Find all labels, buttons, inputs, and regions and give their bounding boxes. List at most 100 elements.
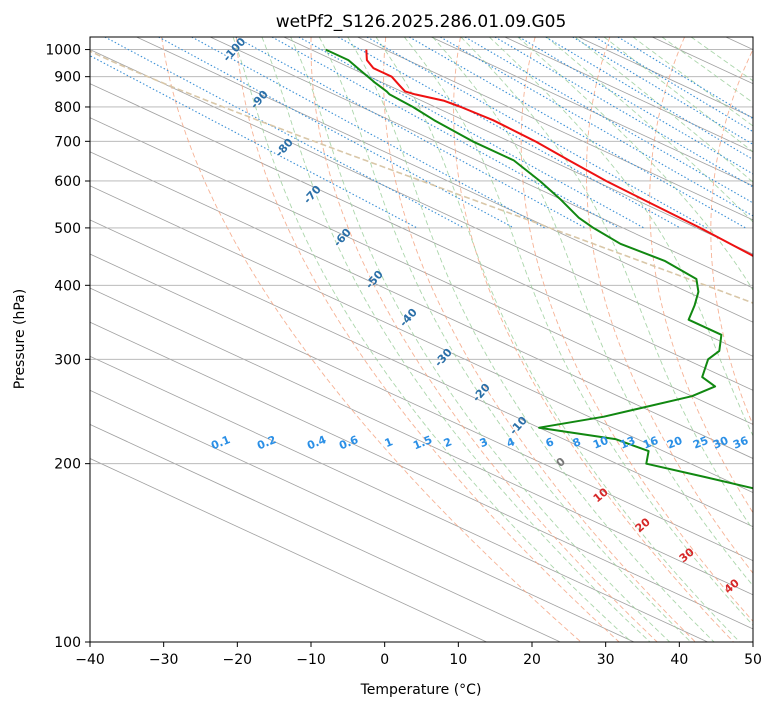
isotherm-line	[136, 37, 753, 323]
moist-adiabat-label: 30	[677, 545, 697, 565]
dry-adiabat-label: -40	[397, 306, 420, 330]
x-axis-label: Temperature (°C)	[360, 682, 482, 698]
x-tick-label: 50	[744, 652, 762, 668]
moist-adiabat	[460, 37, 753, 531]
lcl-curve	[90, 50, 753, 304]
dry-adiabat	[453, 37, 734, 642]
mixing-ratio-label: 1.5	[411, 433, 434, 452]
dry-adiabat-label: -70	[301, 183, 324, 207]
mixing-ratio-line	[90, 55, 418, 229]
isotherm-line	[90, 83, 753, 391]
mixing-ratio-line	[464, 37, 753, 204]
dry-adiabat	[520, 37, 753, 622]
mixing-ratio-line	[298, 37, 645, 229]
moist-adiabat	[290, 37, 671, 642]
isotherm-line	[357, 37, 753, 221]
mixing-ratio-label: 20	[665, 434, 684, 452]
isotherm-line	[210, 37, 753, 289]
mixing-ratio-label: 1	[383, 435, 395, 450]
y-tick-label: 400	[54, 278, 81, 294]
moist-adiabat	[632, 37, 753, 127]
x-tick-label: −10	[296, 652, 326, 668]
dry-adiabat-label: -50	[363, 268, 386, 292]
dry-adiabat	[586, 37, 753, 574]
dry-adiabat	[770, 37, 775, 642]
isotherm-line	[90, 253, 753, 562]
x-tick-label: 0	[380, 652, 389, 668]
mixing-ratio-line	[440, 37, 753, 217]
moist-adiabat	[488, 37, 753, 437]
moist-adiabat	[261, 37, 651, 642]
dry-adiabat	[649, 37, 753, 514]
mixing-ratio-line	[518, 37, 753, 175]
moist-adiabat	[661, 37, 753, 104]
mixing-ratio-line	[617, 37, 753, 120]
mixing-ratio-line	[104, 37, 465, 229]
x-tick-label: 20	[523, 652, 541, 668]
x-tick-label: 10	[449, 652, 467, 668]
y-tick-label: 700	[54, 134, 81, 150]
mixing-ratio-line	[572, 37, 753, 145]
isotherm-line	[90, 423, 561, 642]
isotherm-line	[90, 151, 753, 459]
dry-adiabat	[383, 37, 696, 642]
x-tick-label: −30	[149, 652, 179, 668]
mixing-ratio-label: 25	[691, 434, 710, 452]
isotherm-line	[90, 185, 753, 494]
plot-area: -100-90-80-70-60-50-40-30-20-100.1 0.2 0.4…	[90, 37, 775, 642]
mixing-ratio-label: 0.6	[337, 433, 360, 452]
dry-adiabat	[310, 37, 658, 642]
y-tick-label: 600	[54, 174, 81, 190]
mixing-ratio-label: 10	[591, 434, 610, 452]
x-tick-label: −40	[75, 652, 105, 668]
moist-adiabat	[318, 37, 692, 642]
moist-adiabat-label: 40	[722, 576, 742, 596]
y-axis-label: Pressure (hPa)	[12, 289, 28, 389]
mixing-ratio-line	[337, 37, 681, 229]
mixing-ratio-line	[271, 37, 620, 229]
mixing-ratio-label: 0.4	[305, 433, 328, 452]
dry-adiabat	[235, 37, 620, 642]
isotherm-line	[90, 117, 753, 425]
isotherm-line	[578, 37, 753, 119]
mixing-ratio-line	[158, 37, 515, 229]
isotherm-line	[283, 37, 753, 255]
dry-adiabat	[161, 37, 582, 642]
mixing-ratio-line	[235, 37, 586, 229]
y-tick-label: 800	[54, 100, 81, 116]
mixing-ratio-line	[594, 37, 753, 133]
x-tick-label: 40	[670, 652, 688, 668]
dry-adiabat	[710, 48, 753, 426]
y-tick-label: 900	[54, 70, 81, 86]
moist-adiabat-label: 20	[633, 515, 653, 535]
isotherm-line	[652, 37, 753, 85]
moist-adiabat	[375, 37, 741, 642]
isotherm-line	[90, 321, 753, 630]
mixing-ratio-label: 2	[442, 435, 454, 450]
isotherm-line	[504, 37, 753, 153]
dry-adiabat-label: -80	[273, 136, 296, 160]
plot-frame	[89, 36, 754, 643]
dry-adiabat-label: -20	[470, 381, 493, 405]
mixing-ratio-label: 3	[478, 435, 490, 450]
dewpoint-trace	[325, 48, 753, 490]
mixing-ratio-label: 8	[571, 435, 583, 450]
dry-adiabat-label: -90	[248, 88, 271, 112]
moist-adiabat-label: 10	[591, 485, 611, 505]
x-tick-label: −20	[223, 652, 253, 668]
temperature-trace	[365, 49, 753, 258]
mixing-ratio-line	[366, 37, 707, 229]
moist-adiabat	[232, 37, 632, 642]
isotherm-line	[90, 389, 635, 642]
y-tick-label: 300	[54, 352, 81, 368]
isotherm-line	[90, 355, 708, 642]
dry-adiabat-label: -10	[507, 414, 530, 438]
x-axis: −40 −30 −20 −10 0 10 20 30 40 50	[75, 642, 762, 668]
y-tick-label: 1000	[45, 43, 81, 59]
moist-adiabat-label: 0	[554, 455, 568, 470]
moist-adiabat	[574, 37, 753, 183]
isotherm-line	[90, 49, 753, 357]
chart-title: wetPf2_S126.2025.286.01.09.G05	[276, 12, 567, 32]
mixing-ratio-label: 16	[641, 434, 660, 452]
